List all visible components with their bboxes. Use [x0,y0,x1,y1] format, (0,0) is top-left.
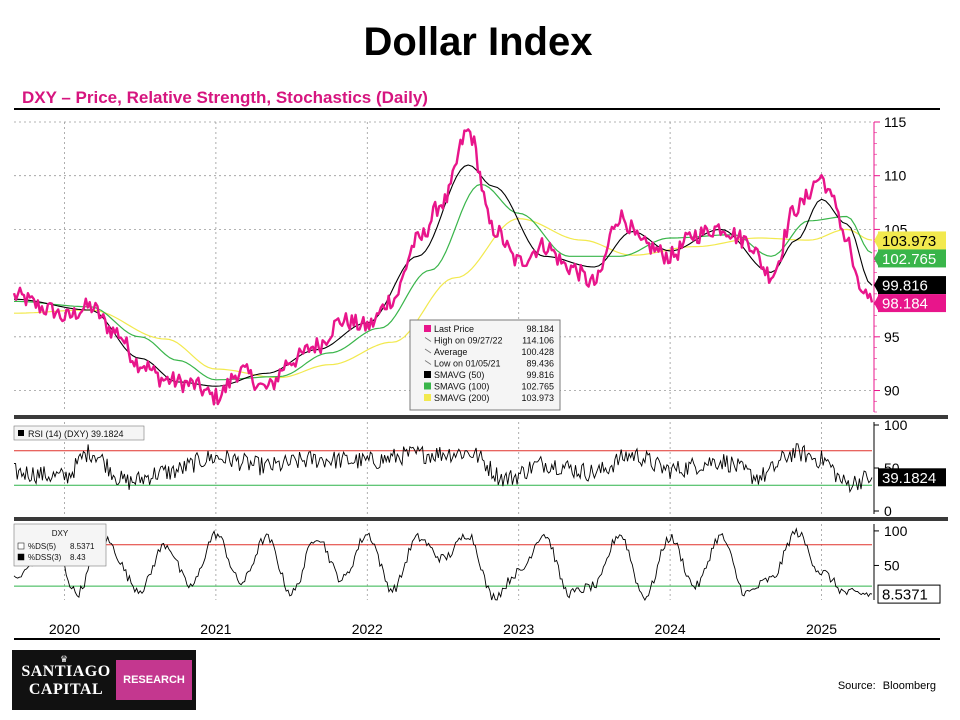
stoch-y-tick-label: 100 [884,523,908,539]
legend-value: 100.428 [521,347,554,357]
x-tick-label: 2020 [49,621,80,637]
series-line-sma100 [14,183,873,381]
stoch-legend-value: 8.43 [70,553,86,562]
rsi-value-label: 39.1824 [882,470,936,487]
x-tick-label: 2023 [503,621,534,637]
source-label: Source: [837,680,876,692]
legend-swatch [424,371,431,378]
price-y-tick-label: 115 [884,114,907,130]
legend-glyph [424,337,432,342]
rsi-y-tick-label: 0 [884,503,892,519]
panel-separator [14,415,948,419]
value-label-pointer [874,249,879,268]
price-legend-box [409,319,561,411]
stoch-legend-box [13,523,107,567]
logo-research-badge: RESEARCH [116,660,192,700]
legend-swatch [424,325,431,332]
legend-swatch [424,394,431,401]
stoch-legend-label: %DSS(3) [28,553,62,562]
legend-value: 89.436 [526,359,554,369]
source-name: Bloomberg [882,680,936,692]
title-divider [14,108,940,110]
legend-label: SMAVG (200) [434,393,489,403]
legend-label: High on 09/27/22 [434,336,503,346]
legend-glyph [424,348,432,354]
stoch-value-label-box [877,584,941,604]
stoch-line [13,527,873,601]
logo-line-2: CAPITAL [28,681,104,698]
legend-swatch [424,382,431,390]
value-label-box-sma200 [878,231,946,250]
x-tick-label: 2025 [806,621,837,637]
legend-value: 98.184 [526,324,554,334]
legend-label: SMAVG (100) [434,382,489,392]
panel-separator [14,517,948,521]
x-tick-label: 2024 [655,621,686,637]
page-title: Dollar Index [363,20,593,64]
rsi-legend-box [13,425,145,441]
value-label-price: 98.184 [882,296,928,313]
rsi-legend-swatch [18,430,24,436]
stoch-legend-label: %DS(5) [28,542,56,551]
value-label-pointer [874,294,879,313]
value-label-box-sma50 [878,276,946,295]
price-y-tick-label: 90 [884,383,900,399]
logo-wordmark: SANTIAGO CAPITAL [16,663,116,699]
chart-subtitle: DXY – Price, Relative Strength, Stochast… [22,88,428,107]
rsi-legend-label: RSI (14) (DXY) 39.1824 [28,429,124,439]
value-label-box-price [878,294,946,313]
legend-value: 102.765 [521,382,554,392]
legend-label: SMAVG (50) [434,370,484,380]
x-tick-label: 2022 [352,621,383,637]
legend-label: Last Price [434,324,474,334]
series-line-sma200 [14,218,873,379]
source-note: Source: Bloomberg [834,680,936,692]
santiago-capital-logo: ♛ SANTIAGO CAPITAL RESEARCH [12,650,196,710]
legend-value: 99.816 [526,370,554,380]
rsi-y-tick-label: 100 [884,417,908,433]
x-tick-label: 2021 [200,621,231,637]
logo-line-1: SANTIAGO [21,663,111,680]
rsi-line [13,443,873,494]
value-label-sma100: 102.765 [882,251,936,268]
value-label-pointer [874,231,879,250]
stoch-legend-value: 8.5371 [70,542,95,551]
legend-value: 103.973 [521,393,554,403]
legend-label: Average [434,347,467,357]
series-line-price [12,128,874,406]
legend-value: 114.106 [522,336,554,346]
value-label-pointer [874,276,879,295]
legend-glyph [424,360,432,365]
stoch-legend-swatch [17,542,25,550]
rsi-value-label-box [878,468,946,487]
dxy-chart: 2020202120222023202420259095100105110115… [12,114,948,640]
stoch-legend-title: DXY [52,529,69,538]
value-label-sma200: 103.973 [882,233,936,250]
price-y-tick-label: 110 [884,168,907,184]
stoch-value-label: 8.5371 [882,587,928,604]
series-line-sma50 [13,164,873,387]
stoch-legend-swatch [17,553,25,561]
price-y-tick-label: 95 [884,329,900,345]
crown-icon: ♛ [60,654,69,664]
stoch-y-tick-label: 50 [884,557,900,573]
value-label-sma50: 99.816 [882,278,928,295]
legend-label: Low on 01/05/21 [434,359,501,369]
value-label-box-sma100 [878,249,946,268]
